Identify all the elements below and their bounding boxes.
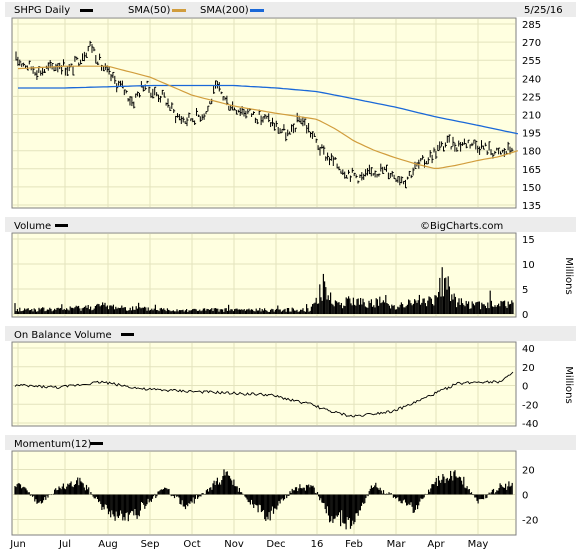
x-tick-label: Nov xyxy=(224,539,244,550)
y-tick-label: 195 xyxy=(522,129,541,140)
y-tick-label: 0 xyxy=(522,382,528,393)
sma50-line xyxy=(17,65,519,169)
momentum-swatch xyxy=(90,442,103,445)
sma200-swatch xyxy=(250,9,264,12)
title-swatch xyxy=(80,9,93,12)
y-tick-label: 270 xyxy=(522,38,541,49)
momentum-header-bar xyxy=(5,435,576,450)
y-tick-label: 40 xyxy=(522,344,535,355)
x-tick-label: Aug xyxy=(98,539,118,550)
obv-unit-label: Millions xyxy=(563,366,574,403)
price-panel xyxy=(11,17,517,209)
tick-labels: 135 150 165 180 195 210 225 240 255 270 285 0 5 10 15 -… xyxy=(9,20,541,550)
sma50-legend-label: SMA(50) xyxy=(128,5,170,16)
y-tick-label: 20 xyxy=(522,466,535,477)
y-tick-label: -40 xyxy=(522,419,538,430)
x-tick-label: 16 xyxy=(311,539,324,550)
y-tick-label: -20 xyxy=(522,516,538,527)
obv-swatch xyxy=(121,333,134,336)
y-tick-label: 15 xyxy=(522,235,535,246)
y-tick-label: 135 xyxy=(522,201,541,212)
header-bar xyxy=(5,2,576,17)
volume-header-bar xyxy=(5,217,576,232)
y-tick-label: 165 xyxy=(522,165,541,176)
momentum-panel-title: Momentum(12) xyxy=(14,439,92,450)
y-tick-label: 10 xyxy=(522,260,535,271)
y-tick-label: -20 xyxy=(522,400,538,411)
marks-layer xyxy=(14,40,519,530)
obv-header-bar xyxy=(5,326,576,341)
y-tick-label: 255 xyxy=(522,56,541,67)
x-tick-label: Dec xyxy=(266,539,285,550)
sma200-line xyxy=(18,84,519,135)
x-tick-label: Apr xyxy=(427,539,445,550)
obv-line xyxy=(14,371,514,418)
x-tick-label: May xyxy=(468,539,489,550)
y-tick-label: 5 xyxy=(522,285,528,296)
y-tick-label: 20 xyxy=(522,363,535,374)
sma50-swatch xyxy=(172,9,186,12)
y-tick-label: 0 xyxy=(522,310,528,321)
x-tick-label: Feb xyxy=(345,539,363,550)
y-tick-label: 225 xyxy=(522,92,541,103)
x-tick-label: Jun xyxy=(9,539,26,550)
x-tick-label: Jul xyxy=(58,539,71,550)
y-tick-label: 180 xyxy=(522,147,541,158)
x-tick-label: Mar xyxy=(387,539,407,550)
x-tick-label: Sep xyxy=(141,539,160,550)
y-tick-label: 150 xyxy=(522,183,541,194)
volume-swatch xyxy=(55,224,68,227)
obv-panel xyxy=(11,341,517,427)
volume-unit-label: Millions xyxy=(563,257,574,294)
obv-panel-title: On Balance Volume xyxy=(14,330,112,341)
x-tick-label: Oct xyxy=(183,539,200,550)
watermark: ©BigCharts.com xyxy=(420,221,503,232)
chart-date: 5/25/16 xyxy=(524,5,563,16)
chart-title: SHPG Daily xyxy=(14,5,70,16)
y-tick-label: 285 xyxy=(522,20,541,31)
y-tick-label: 0 xyxy=(522,491,528,502)
y-tick-label: 210 xyxy=(522,111,541,122)
sma200-legend-label: SMA(200) xyxy=(200,5,249,16)
y-tick-label: 240 xyxy=(522,74,541,85)
volume-panel-title: Volume xyxy=(14,221,51,232)
